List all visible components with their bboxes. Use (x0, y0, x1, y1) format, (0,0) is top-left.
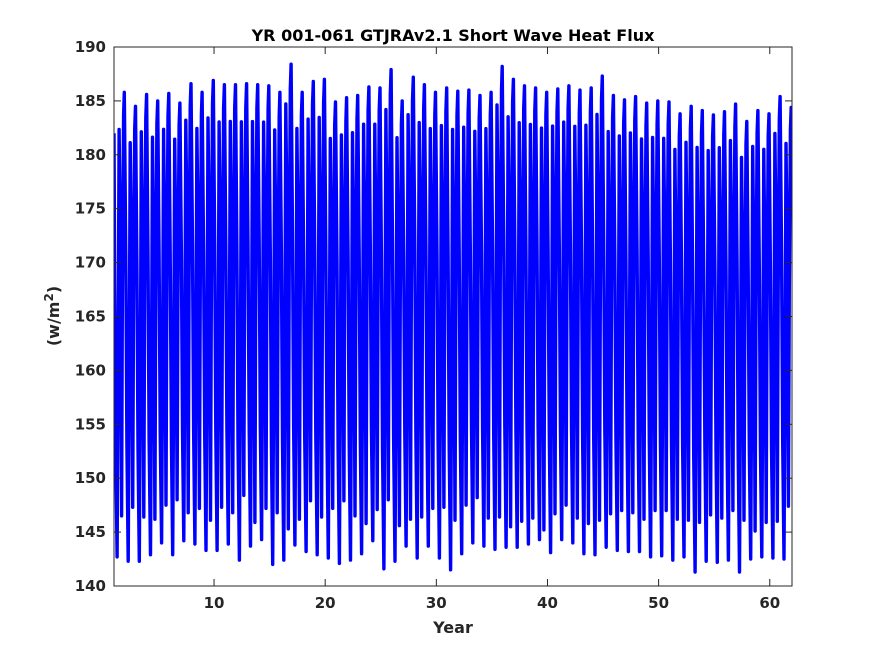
y-tick-label: 190 (75, 38, 106, 56)
x-tick-label: 40 (537, 594, 558, 612)
series-layer (114, 62, 792, 574)
y-axis-label-main: (w/m (44, 302, 63, 347)
y-tick-label: 185 (75, 92, 106, 110)
x-tick-label: 10 (204, 594, 225, 612)
ticks-layer: 10 20 30 40 50 60 140 145 150 155 160 165 170 175 180 1… (75, 38, 792, 612)
x-tick-label: 50 (648, 594, 669, 612)
y-tick-label: 140 (75, 577, 106, 595)
x-tick-label: 60 (759, 594, 780, 612)
y-tick-label: 180 (75, 146, 106, 164)
y-tick-label: 165 (75, 308, 106, 326)
chart-title: YR 001-061 GTJRAv2.1 Short Wave Heat Flu… (251, 26, 655, 45)
x-axis-label: Year (432, 618, 473, 637)
x-tick-label: 30 (426, 594, 447, 612)
y-axis-label-superscript: 2 (42, 293, 56, 301)
y-tick-label: 170 (75, 254, 106, 272)
y-tick-label: 150 (75, 469, 106, 487)
y-tick-label: 175 (75, 200, 106, 218)
x-tick-label: 20 (315, 594, 336, 612)
y-tick-label: 160 (75, 361, 106, 379)
y-tick-label: 145 (75, 523, 106, 541)
y-axis-label-end: ) (44, 286, 63, 293)
series-line (114, 62, 792, 574)
y-tick-label: 155 (75, 415, 106, 433)
y-axis-label: (w/m2) (42, 286, 63, 346)
